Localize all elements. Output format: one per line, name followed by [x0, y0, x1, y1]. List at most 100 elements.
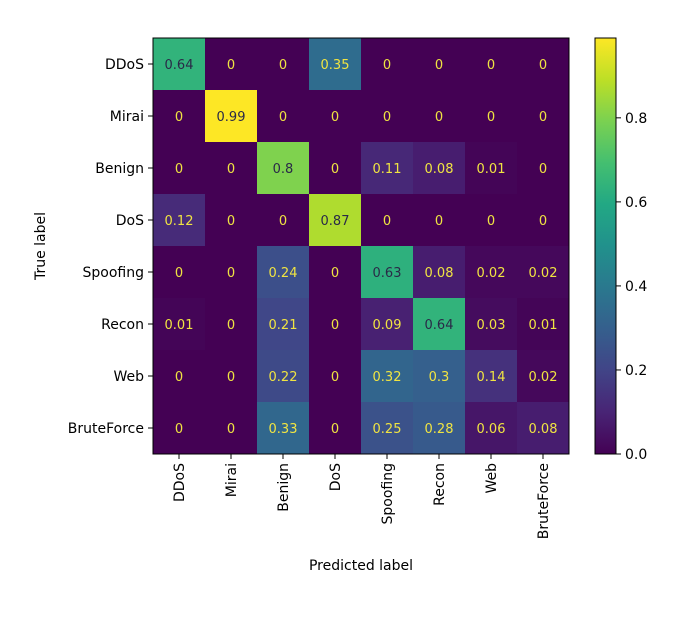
cell-value-label: 0 — [435, 214, 443, 229]
cell-value-label: 0 — [487, 58, 495, 73]
heatmap-cells — [153, 38, 570, 455]
colorbar-ticks: 0.0 0.2 0.4 0.6 0.8 — [616, 111, 647, 463]
heatmap-cell — [517, 38, 570, 91]
heatmap-cell — [309, 142, 362, 195]
heatmap-cell — [361, 350, 414, 403]
colorbar-tick-label: 0.0 — [625, 447, 647, 463]
cell-value-label: 0.11 — [373, 162, 402, 177]
colorbar-tick-label: 0.2 — [625, 363, 647, 379]
cell-value-label: 0.99 — [217, 110, 246, 125]
cell-value-label: 0 — [383, 110, 391, 125]
heatmap-cell — [257, 90, 310, 143]
heatmap-cell — [205, 402, 258, 455]
x-tick-label: Mirai — [224, 463, 240, 497]
cell-value-label: 0.25 — [373, 422, 402, 437]
cell-value-label: 0.01 — [529, 318, 558, 333]
x-axis-title: Predicted label — [309, 558, 413, 574]
heatmap-cell — [517, 90, 570, 143]
heatmap-cell — [413, 38, 466, 91]
heatmap-cell — [413, 194, 466, 247]
x-tick-label: Recon — [432, 463, 448, 506]
cell-value-label: 0 — [331, 162, 339, 177]
cell-value-label: 0 — [435, 110, 443, 125]
cell-value-label: 0 — [175, 266, 183, 281]
cell-value-label: 0.33 — [269, 422, 298, 437]
heatmap-cell — [465, 194, 518, 247]
cell-value-label: 0 — [539, 110, 547, 125]
heatmap-cell — [257, 246, 310, 299]
cell-value-label: 0 — [383, 58, 391, 73]
heatmap-cell — [153, 298, 206, 351]
cell-value-label: 0 — [227, 370, 235, 385]
y-tick-label: Web — [113, 369, 144, 385]
cell-value-label: 0.64 — [425, 318, 454, 333]
cell-value-label: 0.63 — [373, 266, 402, 281]
heatmap-cell — [153, 142, 206, 195]
heatmap-cell — [517, 142, 570, 195]
heatmap-cell — [465, 350, 518, 403]
heatmap-cell — [153, 38, 206, 91]
x-tick-label: Web — [484, 463, 500, 494]
heatmap-cell — [153, 246, 206, 299]
cell-value-label: 0 — [279, 110, 287, 125]
cell-value-label: 0.21 — [269, 318, 298, 333]
cell-value-label: 0 — [331, 318, 339, 333]
colorbar-tick-label: 0.8 — [625, 111, 647, 127]
heatmap-cell — [309, 38, 362, 91]
cell-value-label: 0.28 — [425, 422, 454, 437]
heatmap-cell — [257, 298, 310, 351]
heatmap-cell — [153, 90, 206, 143]
plot-frame — [152, 37, 570, 455]
cell-value-label: 0.08 — [425, 162, 454, 177]
heatmap-cell — [517, 402, 570, 455]
y-tick-label: Mirai — [110, 109, 144, 125]
cell-value-label: 0.08 — [425, 266, 454, 281]
heatmap-cell — [413, 298, 466, 351]
cell-value-label: 0.01 — [477, 162, 506, 177]
heatmap-cell-labels: 0.64 0 0 0.35 0 0 0 0 0 0.99 0 0 0 0 0 0 0 0 0.8 0 0.11 0.08 0… — [165, 58, 558, 437]
heatmap-cell — [413, 90, 466, 143]
heatmap-cell — [205, 38, 258, 91]
cell-value-label: 0.01 — [165, 318, 194, 333]
cell-value-label: 0 — [487, 110, 495, 125]
heatmap-cell — [309, 90, 362, 143]
cell-value-label: 0 — [227, 422, 235, 437]
cell-value-label: 0.06 — [477, 422, 506, 437]
heatmap-cell — [309, 298, 362, 351]
heatmap-cell — [517, 194, 570, 247]
y-tick-label: Recon — [101, 317, 144, 333]
heatmap-cell — [309, 246, 362, 299]
heatmap-cell — [517, 298, 570, 351]
y-axis-title: True label — [33, 212, 49, 281]
heatmap-cell — [413, 402, 466, 455]
heatmap-cell — [361, 38, 414, 91]
heatmap-cell — [309, 402, 362, 455]
heatmap-cell — [205, 90, 258, 143]
cell-value-label: 0 — [487, 214, 495, 229]
heatmap-cell — [465, 90, 518, 143]
heatmap-cell — [205, 350, 258, 403]
heatmap-cell — [465, 38, 518, 91]
heatmap-cell — [361, 246, 414, 299]
cell-value-label: 0.64 — [165, 58, 194, 73]
cell-value-label: 0 — [331, 110, 339, 125]
heatmap-cell — [517, 350, 570, 403]
heatmap-cell — [153, 402, 206, 455]
x-tick-label: BruteForce — [536, 463, 552, 539]
cell-value-label: 0 — [175, 422, 183, 437]
cell-value-label: 0 — [539, 58, 547, 73]
cell-value-label: 0.09 — [373, 318, 402, 333]
cell-value-label: 0 — [331, 266, 339, 281]
cell-value-label: 0.24 — [269, 266, 298, 281]
heatmap-cell — [153, 194, 206, 247]
cell-value-label: 0.14 — [477, 370, 506, 385]
heatmap-cell — [257, 350, 310, 403]
cell-value-label: 0 — [175, 162, 183, 177]
heatmap-cell — [257, 194, 310, 247]
heatmap-cell — [361, 142, 414, 195]
cell-value-label: 0.32 — [373, 370, 402, 385]
heatmap-cell — [361, 90, 414, 143]
y-tick-label: DDoS — [105, 57, 144, 73]
cell-value-label: 0 — [435, 58, 443, 73]
